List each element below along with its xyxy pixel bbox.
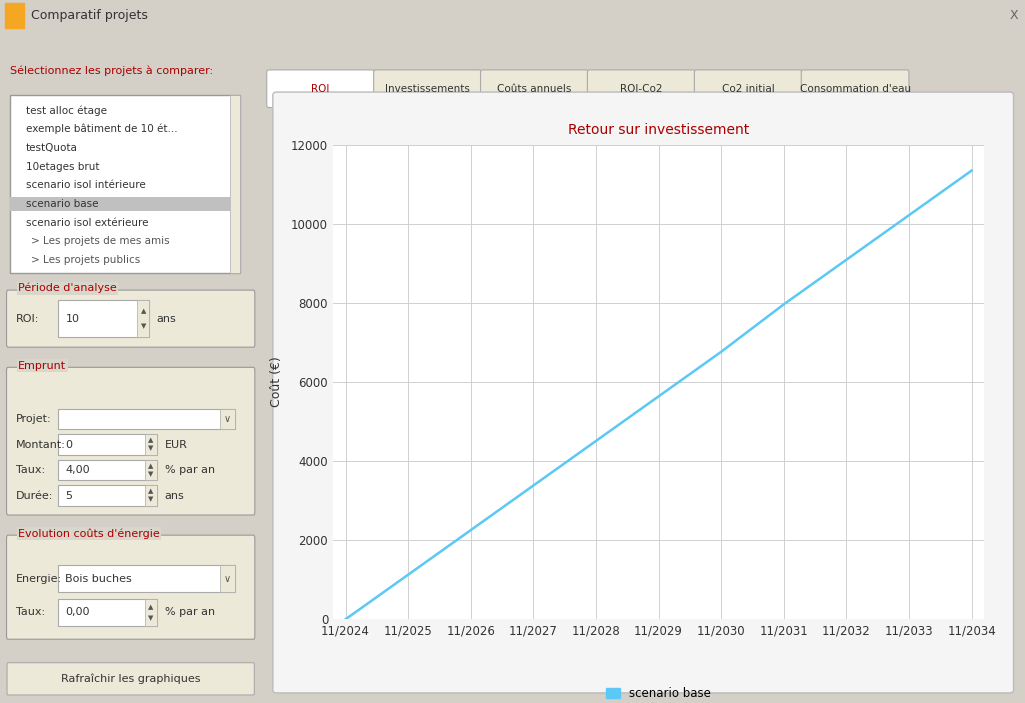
- Text: ROI: ROI: [312, 84, 330, 93]
- Text: Durée:: Durée:: [15, 491, 53, 501]
- Text: test alloc étage: test alloc étage: [27, 105, 108, 116]
- Bar: [57, 485, 157, 505]
- Legend: scenario base: scenario base: [601, 682, 716, 703]
- FancyBboxPatch shape: [374, 70, 482, 108]
- Text: 4,00: 4,00: [66, 465, 90, 475]
- Text: ▲: ▲: [149, 463, 154, 469]
- Bar: [57, 460, 157, 480]
- Text: scenario base: scenario base: [27, 199, 98, 209]
- Text: Emprunt: Emprunt: [18, 361, 67, 370]
- Text: Sélectionnez les projets à comparer:: Sélectionnez les projets à comparer:: [10, 65, 213, 76]
- Bar: [10, 197, 230, 211]
- Bar: [146, 485, 157, 505]
- Text: Energie:: Energie:: [15, 574, 62, 583]
- Text: ∨: ∨: [223, 414, 231, 424]
- Text: Bois buches: Bois buches: [66, 574, 132, 583]
- FancyBboxPatch shape: [481, 70, 588, 108]
- Text: 5: 5: [66, 491, 73, 501]
- Text: ROI-Co2: ROI-Co2: [620, 84, 662, 93]
- Text: 10etages brut: 10etages brut: [27, 162, 99, 172]
- Text: ▲: ▲: [5, 9, 15, 22]
- Bar: [137, 300, 149, 337]
- Bar: [146, 599, 157, 626]
- Bar: [57, 599, 157, 626]
- FancyBboxPatch shape: [802, 70, 909, 108]
- Bar: [57, 300, 149, 337]
- FancyBboxPatch shape: [6, 368, 255, 515]
- Text: X: X: [1010, 9, 1018, 22]
- Bar: [146, 460, 157, 480]
- Text: Co2 initial: Co2 initial: [722, 84, 775, 93]
- Text: ▼: ▼: [149, 614, 154, 621]
- Bar: [57, 434, 157, 455]
- Text: ▲: ▲: [149, 437, 154, 444]
- Text: scenario isol extérieure: scenario isol extérieure: [27, 218, 149, 228]
- Y-axis label: Coût (€): Coût (€): [270, 356, 283, 407]
- Bar: [219, 565, 236, 592]
- Text: Période d'analyse: Période d'analyse: [18, 283, 117, 293]
- Bar: [146, 434, 157, 455]
- Text: EUR: EUR: [165, 439, 188, 449]
- Bar: [5, 3, 24, 28]
- Bar: [57, 565, 236, 592]
- Text: ▲: ▲: [140, 308, 146, 314]
- Text: Evolution coûts d'énergie: Evolution coûts d'énergie: [18, 528, 160, 538]
- Text: scenario isol intérieure: scenario isol intérieure: [27, 180, 146, 191]
- Text: Investissements: Investissements: [385, 84, 469, 93]
- Text: Consommation d'eau: Consommation d'eau: [800, 84, 910, 93]
- Text: Montant:: Montant:: [15, 439, 66, 449]
- Text: Projet:: Projet:: [15, 414, 51, 424]
- Text: Comparatif projets: Comparatif projets: [31, 9, 148, 22]
- Text: ans: ans: [165, 491, 184, 501]
- Bar: [219, 409, 236, 430]
- Text: exemple bâtiment de 10 ét...: exemple bâtiment de 10 ét...: [27, 124, 177, 134]
- Text: ▼: ▼: [149, 496, 154, 503]
- Text: ROI:: ROI:: [15, 314, 39, 323]
- Text: > Les projets publics: > Les projets publics: [32, 255, 140, 265]
- Text: 0,00: 0,00: [66, 607, 90, 617]
- Text: Taux:: Taux:: [15, 607, 45, 617]
- Text: ▼: ▼: [140, 323, 146, 329]
- Title: Retour sur investissement: Retour sur investissement: [568, 122, 749, 136]
- FancyBboxPatch shape: [6, 535, 255, 639]
- Bar: [57, 409, 236, 430]
- Text: % par an: % par an: [165, 465, 215, 475]
- Bar: [230, 96, 241, 273]
- FancyBboxPatch shape: [7, 663, 254, 695]
- Text: ans: ans: [157, 314, 176, 323]
- Text: ∨: ∨: [223, 574, 231, 583]
- Text: testQuota: testQuota: [27, 143, 78, 153]
- FancyBboxPatch shape: [587, 70, 695, 108]
- FancyBboxPatch shape: [273, 92, 1014, 693]
- FancyBboxPatch shape: [266, 70, 374, 108]
- Text: > Les projets de mes amis: > Les projets de mes amis: [32, 236, 170, 247]
- Text: 10: 10: [66, 314, 79, 323]
- FancyBboxPatch shape: [6, 290, 255, 347]
- Text: Coûts annuels: Coûts annuels: [497, 84, 572, 93]
- FancyBboxPatch shape: [694, 70, 802, 108]
- Bar: [10, 96, 241, 273]
- Text: ▼: ▼: [149, 446, 154, 451]
- Text: Taux:: Taux:: [15, 465, 45, 475]
- Text: ▼: ▼: [149, 471, 154, 477]
- Text: ▲: ▲: [149, 489, 154, 494]
- Text: Rafraîchir les graphiques: Rafraîchir les graphiques: [60, 673, 201, 684]
- Text: ▲: ▲: [149, 604, 154, 610]
- Text: 0: 0: [66, 439, 73, 449]
- Text: % par an: % par an: [165, 607, 215, 617]
